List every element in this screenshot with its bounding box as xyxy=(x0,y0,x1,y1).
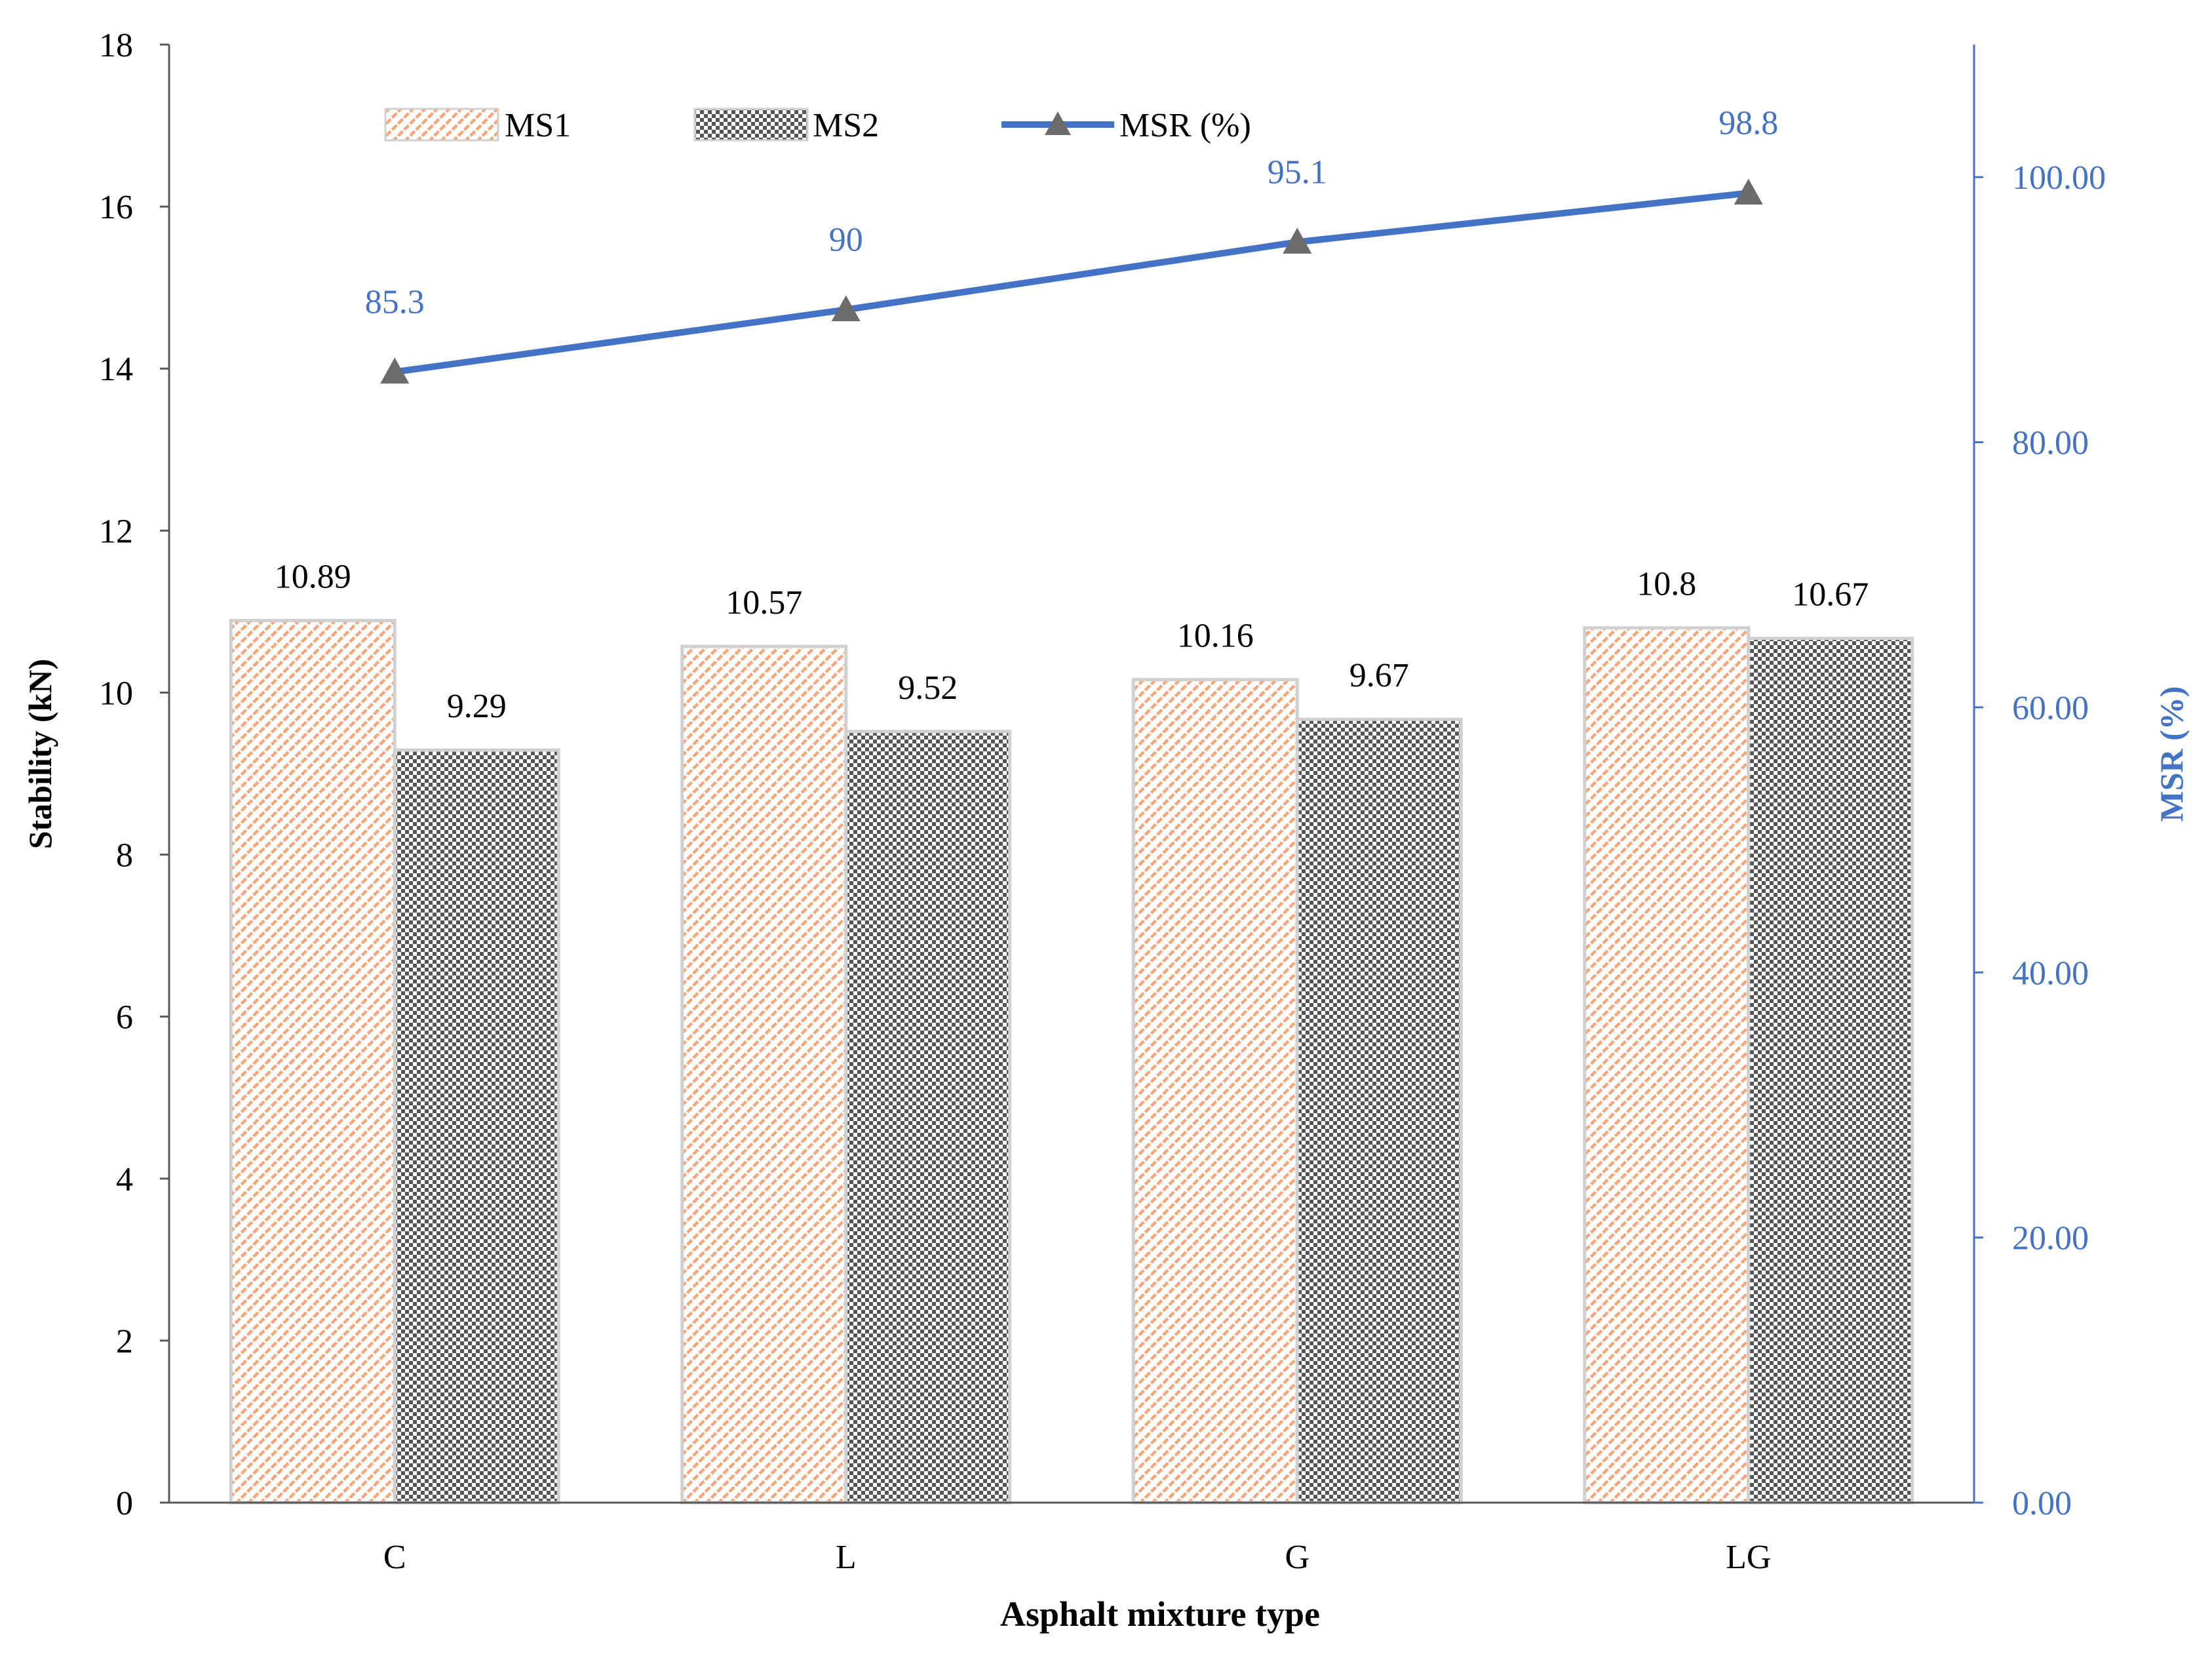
y-tick-label-0: 0 xyxy=(116,1485,133,1522)
y2-tick-label-20.00: 20.00 xyxy=(2012,1220,2089,1257)
y2-tick-label-100.00: 100.00 xyxy=(2012,159,2106,197)
msr-marker-l xyxy=(831,295,861,321)
y-tick-label-16: 16 xyxy=(99,189,133,226)
bar-ms2-lg xyxy=(1747,637,1914,1505)
label-ms2-l: 9.52 xyxy=(898,669,958,707)
label-ms1-lg: 10.8 xyxy=(1637,566,1696,603)
msr-marker-g xyxy=(1283,227,1312,254)
x-tick-label-g: G xyxy=(1285,1539,1310,1576)
bar-ms2-g xyxy=(1295,717,1463,1505)
label-ms1-l: 10.57 xyxy=(726,584,802,622)
label-msr-c: 85.3 xyxy=(365,283,425,321)
data-labels-layer: 10.89 9.29 10.57 9.52 10.16 9.67 10.8 10.67 85.3… xyxy=(275,104,1869,725)
label-ms2-c: 9.29 xyxy=(447,688,507,725)
bar-ms1-l xyxy=(680,644,848,1505)
x-tick-label-l: L xyxy=(836,1539,857,1576)
label-msr-g: 95.1 xyxy=(1268,153,1327,191)
bar-ms2-c xyxy=(393,748,560,1505)
legend-label-ms1: MS1 xyxy=(505,107,571,144)
y-tick-label-12: 12 xyxy=(99,513,133,550)
bar-ms2-l xyxy=(844,730,1012,1505)
y-tick-label-18: 18 xyxy=(99,27,133,64)
msr-series-line xyxy=(394,189,1749,376)
y2-tick-label-80.00: 80.00 xyxy=(2012,425,2089,462)
legend-swatch-msr-marker xyxy=(1045,111,1071,135)
msr-line-layer xyxy=(380,178,1763,384)
label-ms2-g: 9.67 xyxy=(1349,657,1409,694)
y2-tick-label-60.00: 60.00 xyxy=(2012,690,2089,727)
legend-swatch-ms2 xyxy=(693,108,809,142)
label-msr-l: 90 xyxy=(829,221,863,258)
bar-ms1-c xyxy=(229,618,397,1505)
legend-swatch-ms1 xyxy=(384,108,499,142)
y-tick-label-6: 6 xyxy=(116,999,133,1036)
bar-ms1-lg xyxy=(1583,626,1751,1505)
label-ms2-lg: 10.67 xyxy=(1792,576,1869,614)
y2-axis-title: MSR (%) xyxy=(2153,686,2190,822)
label-ms1-g: 10.16 xyxy=(1177,618,1254,655)
bar-ms1-g xyxy=(1131,678,1299,1505)
x-tick-label-lg: LG xyxy=(1726,1539,1771,1576)
axes-layer: C L G LG0246810121416180.0020.0040.0060.008… xyxy=(99,27,2106,1576)
x-axis-title: Asphalt mixture type xyxy=(1000,1594,1320,1634)
msr-marker-c xyxy=(380,357,410,384)
y-tick-label-8: 8 xyxy=(116,837,133,875)
legend-label-msr: MSR (%) xyxy=(1119,107,1251,144)
y2-tick-label-40.00: 40.00 xyxy=(2012,955,2089,992)
label-msr-lg: 98.8 xyxy=(1718,104,1778,142)
y2-tick-label-0.00: 0.00 xyxy=(2012,1485,2072,1522)
y-tick-label-14: 14 xyxy=(99,351,133,388)
bars-layer xyxy=(229,618,1914,1505)
msr-marker-lg xyxy=(1734,178,1763,205)
x-tick-label-c: C xyxy=(383,1539,406,1576)
legend-label-ms2: MS2 xyxy=(813,107,879,144)
y-tick-label-2: 2 xyxy=(116,1323,133,1360)
legend: MS1 MS2 MSR (%) xyxy=(384,107,1251,144)
y-tick-label-4: 4 xyxy=(116,1161,133,1198)
y-axis-title: Stability (kN) xyxy=(22,659,58,849)
y-tick-label-10: 10 xyxy=(99,675,133,712)
label-ms1-c: 10.89 xyxy=(275,558,351,595)
